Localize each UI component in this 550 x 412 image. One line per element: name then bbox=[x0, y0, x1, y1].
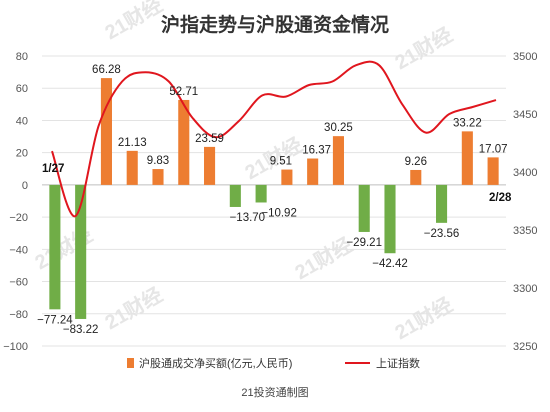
chart-title: 沪指走势与沪股通资金情况 bbox=[161, 13, 389, 36]
left-tick-label: 20 bbox=[16, 148, 28, 160]
left-tick-label: −80 bbox=[9, 309, 28, 321]
bar-value-label: −13.70 bbox=[230, 212, 266, 224]
bar bbox=[307, 158, 319, 185]
bar-value-label: −77.24 bbox=[37, 314, 73, 326]
source-note: 21投资通制图 bbox=[241, 385, 308, 399]
right-tick-label: 3250 bbox=[513, 341, 537, 353]
bar-value-label: 21.13 bbox=[118, 137, 147, 149]
right-tick-label: 3350 bbox=[513, 225, 537, 237]
left-tick-label: 40 bbox=[16, 115, 28, 127]
right-tick-label: 3400 bbox=[513, 167, 537, 179]
bar-value-label: −42.42 bbox=[372, 258, 408, 270]
bar-value-label: 9.51 bbox=[270, 156, 292, 168]
bar bbox=[75, 184, 87, 319]
left-tick-label: 60 bbox=[16, 83, 28, 95]
bar bbox=[281, 169, 293, 185]
legend: 沪股通成交净买额(亿元,人民币) 上证指数 bbox=[127, 356, 420, 370]
end-date-label: 2/28 bbox=[489, 192, 512, 204]
bar-value-label: −29.21 bbox=[346, 237, 382, 249]
watermark-text: 21财经 bbox=[391, 22, 457, 74]
bar bbox=[100, 78, 112, 185]
legend-line-label: 上证指数 bbox=[376, 356, 420, 370]
bar-value-label: 33.22 bbox=[453, 117, 482, 129]
bar bbox=[49, 184, 61, 310]
left-tick-label: −60 bbox=[9, 277, 28, 289]
bar-labels: −77.24−83.22 66.28 21.139.83 52.71 23.59 −13.… bbox=[37, 64, 507, 336]
bar bbox=[461, 131, 473, 185]
bar bbox=[229, 184, 241, 207]
bar-value-label: 66.28 bbox=[92, 64, 121, 76]
watermark-text: 21财经 bbox=[391, 292, 457, 344]
line-series bbox=[51, 60, 497, 218]
watermark-text: 21财经 bbox=[31, 222, 97, 274]
gridlines bbox=[42, 55, 506, 347]
bar bbox=[384, 184, 396, 254]
right-axis: 3250 3300 3350 3400 3450 3500 bbox=[513, 51, 537, 353]
bar bbox=[126, 150, 138, 185]
left-tick-label: −20 bbox=[9, 212, 28, 224]
legend-bar-label: 沪股通成交净买额(亿元,人民币) bbox=[139, 356, 292, 370]
start-date-label: 1/27 bbox=[42, 163, 64, 175]
bar bbox=[204, 146, 216, 185]
right-tick-label: 3300 bbox=[513, 283, 537, 295]
bar bbox=[410, 169, 422, 185]
bar-series bbox=[49, 78, 499, 319]
left-tick-label: 80 bbox=[16, 51, 28, 63]
left-axis: −100 −80 −60 −40 −20 0 20 40 60 80 bbox=[3, 51, 28, 353]
bar bbox=[152, 169, 164, 185]
right-tick-label: 3450 bbox=[513, 109, 537, 121]
left-tick-label: 0 bbox=[22, 180, 28, 192]
bar bbox=[255, 184, 267, 203]
bar bbox=[487, 157, 499, 185]
index-line bbox=[51, 60, 497, 218]
bar-value-label: 52.71 bbox=[169, 86, 198, 98]
watermark-text: 21财经 bbox=[101, 0, 167, 44]
bar-value-label: 16.37 bbox=[302, 145, 331, 157]
bar-value-label: 9.83 bbox=[147, 155, 169, 167]
bar-value-label: 9.26 bbox=[405, 156, 427, 168]
bar bbox=[436, 184, 448, 223]
left-tick-label: −40 bbox=[9, 244, 28, 256]
legend-bar-swatch bbox=[127, 358, 134, 368]
bar-value-label: 23.59 bbox=[195, 133, 224, 145]
watermark-text: 21财经 bbox=[101, 282, 167, 334]
bar-value-label: −10.92 bbox=[261, 207, 297, 219]
bar-value-label: 17.07 bbox=[479, 143, 508, 155]
bar bbox=[358, 184, 370, 232]
left-tick-label: −100 bbox=[3, 341, 28, 353]
bar-value-label: 30.25 bbox=[324, 122, 353, 134]
bar-value-label: −83.22 bbox=[63, 324, 99, 336]
bar-value-label: −23.56 bbox=[424, 228, 460, 240]
bar bbox=[332, 136, 344, 185]
right-tick-label: 3500 bbox=[513, 51, 537, 63]
bar bbox=[178, 99, 190, 185]
